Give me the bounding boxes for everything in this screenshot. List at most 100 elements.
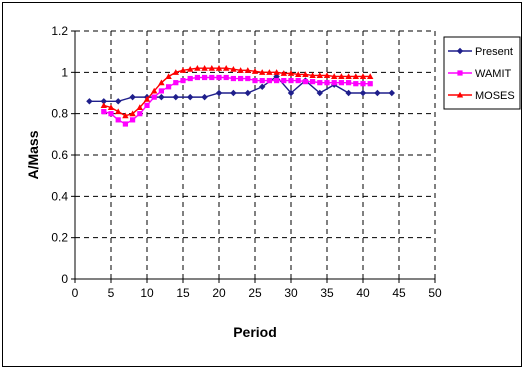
data-point-wamit xyxy=(367,81,373,87)
series-line-present xyxy=(89,75,392,102)
data-point-moses xyxy=(179,67,187,73)
data-point-wamit xyxy=(238,75,244,82)
data-point-moses xyxy=(251,68,259,74)
y-tick-label: 0 xyxy=(61,272,68,286)
data-point-moses xyxy=(165,73,172,80)
data-point-wamit xyxy=(108,111,114,117)
series-line-wamit xyxy=(103,76,371,125)
data-point-wamit xyxy=(144,102,150,108)
data-point-moses xyxy=(273,69,280,75)
data-point-present xyxy=(115,98,122,105)
data-point-wamit xyxy=(180,78,186,84)
data-point-moses xyxy=(367,73,374,80)
data-point-wamit xyxy=(137,111,143,117)
data-point-moses xyxy=(302,71,309,77)
data-point-moses xyxy=(215,65,223,71)
x-tick-label: 40 xyxy=(356,286,370,300)
data-point-wamit xyxy=(194,74,200,81)
data-point-moses xyxy=(151,87,158,94)
legend-marker-moses xyxy=(456,91,464,98)
data-point-present xyxy=(345,89,352,97)
data-point-moses xyxy=(223,65,230,71)
legend-marker-wamit xyxy=(457,70,463,76)
data-point-wamit xyxy=(259,78,265,84)
data-point-present xyxy=(388,89,395,97)
data-point-moses xyxy=(158,79,165,86)
x-tick-label: 25 xyxy=(248,286,262,300)
x-tick-label: 45 xyxy=(392,286,406,300)
data-point-wamit xyxy=(101,109,107,115)
data-point-moses xyxy=(331,73,338,80)
data-point-moses xyxy=(107,104,115,111)
y-tick-label: 0.6 xyxy=(51,148,68,162)
data-point-wamit xyxy=(324,80,330,86)
data-point-moses xyxy=(309,72,316,78)
x-tick-label: 0 xyxy=(72,286,79,300)
x-axis-title: Period xyxy=(233,324,277,340)
data-point-wamit xyxy=(295,78,301,84)
y-axis-title: A/Mass xyxy=(25,130,41,179)
x-tick-label: 20 xyxy=(212,286,226,300)
data-point-moses xyxy=(208,65,215,71)
data-point-moses xyxy=(287,70,295,76)
chart-frame: 0 0.2 0.4 0.6 0.8 1 1.2 0 5 10 15 20 25 30 35 40 45 50 Per… xyxy=(2,2,522,367)
y-tick-label: 0.8 xyxy=(51,107,68,121)
x-tick-label: 50 xyxy=(428,286,442,300)
data-point-wamit xyxy=(187,75,193,82)
data-point-wamit xyxy=(158,88,164,94)
data-point-present xyxy=(86,98,93,105)
data-point-moses xyxy=(143,96,151,102)
data-point-wamit xyxy=(302,79,308,85)
y-tick-label: 1 xyxy=(61,65,68,79)
data-point-present xyxy=(129,93,136,101)
data-point-wamit xyxy=(202,74,208,81)
data-point-moses xyxy=(345,73,352,80)
data-point-present xyxy=(100,98,107,105)
x-tick-label: 30 xyxy=(284,286,298,300)
data-point-moses xyxy=(244,67,251,73)
data-point-present xyxy=(359,89,367,97)
data-point-moses xyxy=(316,72,323,78)
data-point-present xyxy=(259,83,266,90)
data-point-wamit xyxy=(209,74,215,81)
y-tick-label: 0.4 xyxy=(51,189,68,203)
y-tick-label: 0.2 xyxy=(51,231,68,245)
data-point-moses xyxy=(280,70,287,76)
data-point-moses xyxy=(323,72,331,78)
y-tick-label: 1.2 xyxy=(51,24,68,38)
data-point-moses xyxy=(338,73,345,80)
data-point-wamit xyxy=(281,78,287,84)
data-point-moses xyxy=(100,102,107,108)
data-point-wamit xyxy=(310,79,316,85)
data-point-present xyxy=(172,93,179,101)
data-point-wamit xyxy=(230,75,236,82)
data-point-moses xyxy=(115,108,122,115)
data-point-wamit xyxy=(223,74,229,81)
data-point-wamit xyxy=(216,74,222,81)
data-point-wamit xyxy=(288,78,294,84)
data-point-wamit xyxy=(115,117,121,123)
data-point-wamit xyxy=(360,81,366,87)
data-point-wamit xyxy=(274,78,280,84)
data-point-wamit xyxy=(245,75,251,82)
legend-marker-present xyxy=(456,47,464,55)
data-point-present xyxy=(374,89,381,97)
data-point-moses xyxy=(136,104,143,111)
data-point-moses xyxy=(352,73,359,80)
line-chart: 0 0.2 0.4 0.6 0.8 1 1.2 0 5 10 15 20 25 30 35 40 45 50 Per… xyxy=(25,24,521,340)
legend-label-present: Present xyxy=(475,46,513,58)
data-point-moses xyxy=(194,65,201,71)
data-point-wamit xyxy=(173,80,179,86)
data-point-wamit xyxy=(346,80,352,86)
data-point-moses xyxy=(295,71,302,77)
data-point-present xyxy=(316,89,323,97)
x-tick-label: 15 xyxy=(176,286,190,300)
data-point-wamit xyxy=(166,84,172,90)
data-point-moses xyxy=(266,69,273,75)
data-point-moses xyxy=(129,110,136,117)
data-point-moses xyxy=(201,65,208,71)
data-point-moses xyxy=(187,66,194,72)
data-point-moses xyxy=(230,66,237,72)
data-point-moses xyxy=(359,73,367,80)
data-point-moses xyxy=(259,69,266,75)
